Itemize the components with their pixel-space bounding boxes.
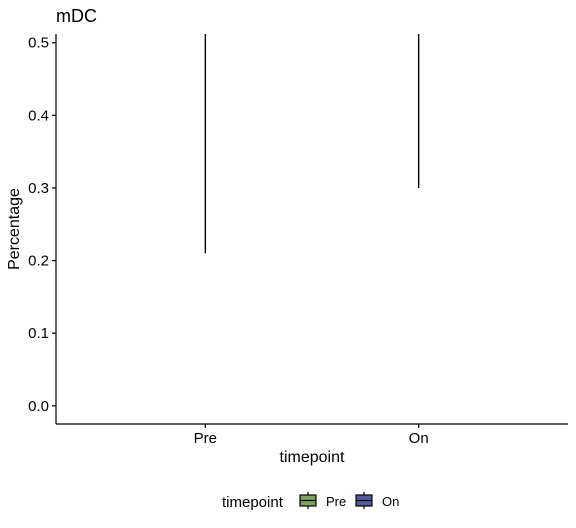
- chart-title: mDC: [56, 6, 97, 26]
- y-axis-title: Percentage: [6, 188, 23, 270]
- x-axis-title: timepoint: [280, 449, 345, 466]
- legend: timepoint Pre On: [222, 492, 399, 511]
- y-tick-label: 0.4: [28, 107, 49, 124]
- legend-item-pre: Pre: [299, 492, 346, 509]
- legend-label: Pre: [326, 494, 346, 509]
- x-axis-ticks: Pre On: [194, 424, 429, 447]
- legend-item-on: On: [355, 492, 399, 509]
- y-tick-label: 0.0: [28, 398, 49, 415]
- y-axis-ticks: 0.0 0.1 0.2 0.3 0.4 0.5: [28, 35, 56, 415]
- y-tick-label: 0.3: [28, 180, 49, 197]
- x-tick-label: Pre: [194, 430, 217, 447]
- x-tick-label: On: [409, 430, 429, 447]
- data-marks: [204, 34, 420, 254]
- legend-label: On: [382, 494, 399, 509]
- y-tick-label: 0.1: [28, 325, 49, 342]
- y-tick-label: 0.5: [28, 35, 49, 52]
- legend-title: timepoint: [222, 494, 284, 511]
- y-tick-label: 0.2: [28, 253, 49, 270]
